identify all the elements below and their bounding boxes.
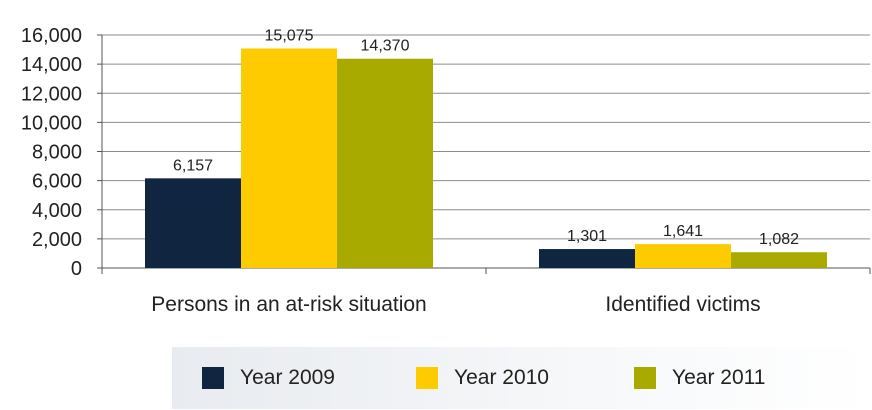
bar-chart: 0 2,000 4,000 6,000 8,000 10,000 12,000 14,000 1… (21, 25, 871, 316)
data-label: 15,075 (265, 27, 314, 44)
legend-swatch-2009 (202, 367, 224, 389)
legend-item-2009: Year 2009 (202, 366, 335, 390)
y-tick-label: 12,000 (21, 83, 82, 105)
legend: Year 2009 Year 2010 Year 2011 (172, 347, 870, 409)
data-label: 1,082 (759, 231, 799, 248)
bar-year-2011-1 (337, 58, 433, 268)
legend-item-2011: Year 2011 (634, 366, 765, 390)
legend-swatch-2010 (416, 367, 438, 389)
y-tick-label: 6,000 (32, 171, 82, 193)
y-tick-label: 4,000 (32, 200, 82, 222)
x-category-label: Identified victims (605, 293, 760, 316)
y-tick-label: 14,000 (21, 54, 82, 76)
bar-year-2009-1 (145, 178, 241, 268)
legend-label-2010: Year 2010 (454, 366, 549, 389)
bar-year-2011-2 (731, 252, 827, 268)
data-label: 1,641 (663, 223, 703, 240)
y-tick-label: 0 (71, 258, 82, 280)
y-tick-label: 10,000 (21, 112, 82, 134)
bar-year-2010-1 (241, 48, 337, 269)
data-label: 14,370 (361, 38, 410, 55)
data-label: 1,301 (567, 228, 607, 245)
y-tick-label: 2,000 (32, 229, 82, 251)
legend-label-2011: Year 2011 (672, 366, 766, 389)
bar-year-2010-2 (635, 244, 731, 268)
legend-swatch-2011 (634, 367, 656, 389)
legend-label-2009: Year 2009 (240, 366, 335, 389)
x-category-label: Persons in an at-risk situation (151, 293, 426, 316)
y-tick-label: 16,000 (21, 25, 82, 47)
data-label: 6,157 (173, 157, 213, 174)
bar-year-2009-2 (539, 249, 635, 268)
y-tick-label: 8,000 (32, 142, 82, 164)
legend-item-2010: Year 2010 (416, 366, 549, 390)
